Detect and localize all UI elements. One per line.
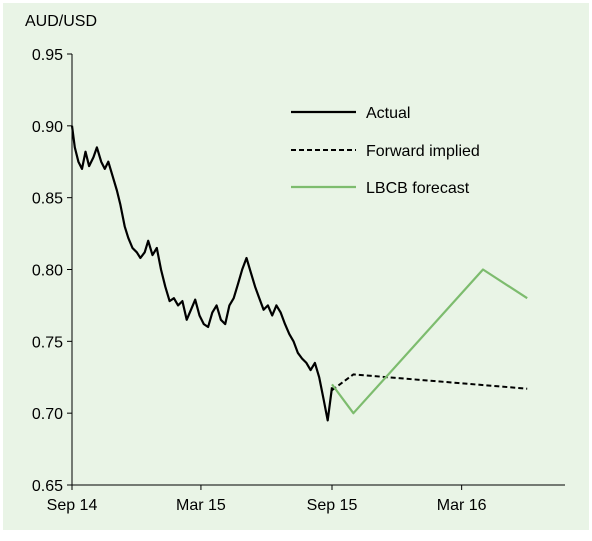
chart-svg: AUD/USD 0.95 0.90 0.85 0.80 0.75 0.70 0.65 Sep… [25,13,565,514]
y-tick-label: 0.80 [32,263,63,280]
y-tick-label: 0.70 [32,406,63,423]
series-line-forward-implied [331,373,528,392]
y-axis-title: AUD/USD [25,13,97,30]
series-line-lbcb-forecast [331,268,528,415]
y-tick-label: 0.95 [32,47,63,64]
legend-label-lbcb: LBCB forecast [366,180,470,197]
legend-label-forward: Forward implied [366,143,480,160]
x-tick-label: Sep 14 [47,497,98,514]
legend: Actual Forward implied LBCB forecast [291,105,480,197]
y-tick-label: 0.65 [32,478,63,495]
chart-panel: AUD/USD 0.95 0.90 0.85 0.80 0.75 0.70 0.65 Sep… [3,3,589,530]
x-tick-label: Mar 16 [437,497,487,514]
y-tick-label: 0.75 [32,334,63,351]
x-tick-label: Sep 15 [307,497,358,514]
legend-label-actual: Actual [366,105,410,122]
x-tick-label: Mar 15 [176,497,226,514]
y-tick-label: 0.85 [32,191,63,208]
y-tick-label: 0.90 [32,119,63,136]
series-line-actual [70,125,334,422]
